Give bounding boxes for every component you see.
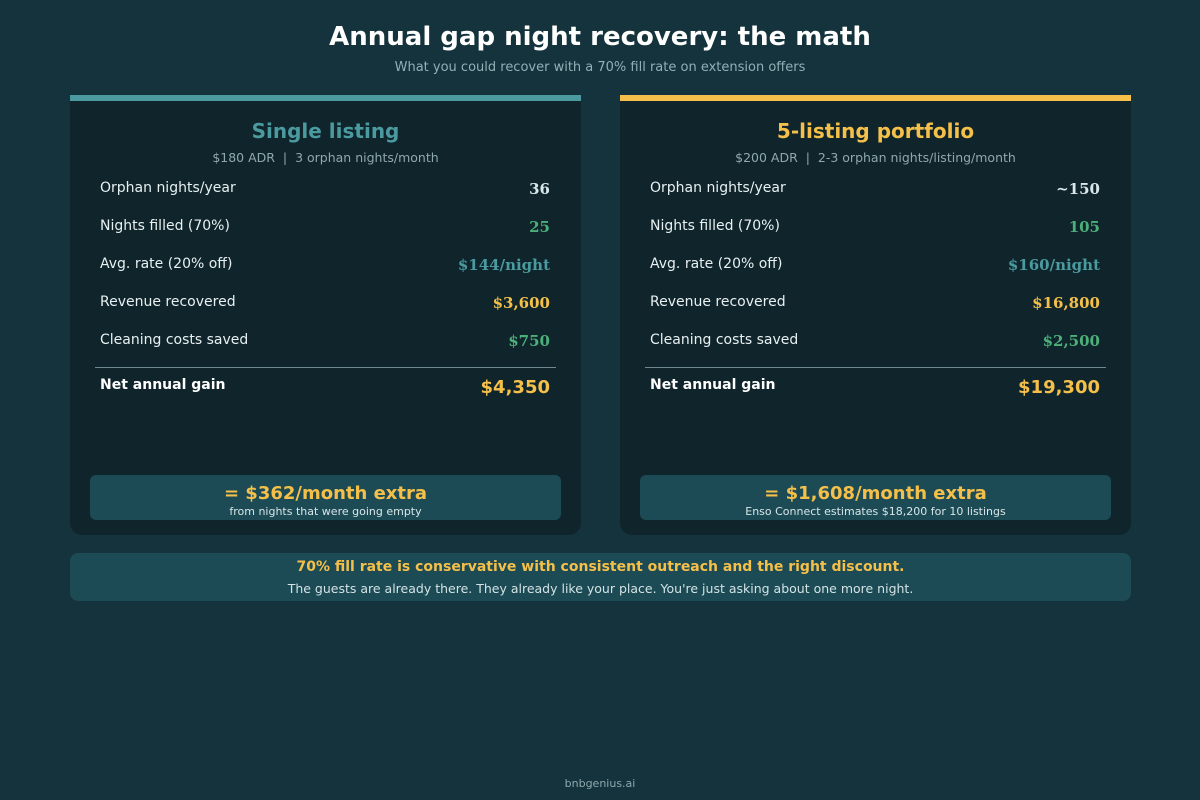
banner-headline: 70% fill rate is conservative with consi… (296, 559, 905, 575)
row-value: 25 (529, 218, 550, 236)
row-value: $750 (508, 332, 550, 350)
banner: 70% fill rate is conservative with consi… (70, 553, 1131, 601)
footer: bnbgenius.ai (564, 777, 636, 790)
summary-headline: = $362/month extra (223, 483, 428, 504)
row-value: $144/night (457, 256, 550, 274)
summary-headline: = $1,608/month extra (764, 483, 987, 504)
card: 5-listing portfolio $200 ADR | 2-3 orphan… (620, 95, 1131, 535)
row-label: Nights filled (70%) (100, 218, 230, 234)
row-label: Revenue recovered (100, 294, 236, 310)
summary-box: = $1,608/month extra Enso Connect estimat… (640, 475, 1111, 520)
banner-note: The guests are already there. They alrea… (287, 581, 914, 596)
row-label: Nights filled (70%) (650, 218, 780, 234)
row-label: Orphan nights/year (100, 180, 236, 196)
row-label: Cleaning costs saved (100, 332, 249, 348)
row-label: Avg. rate (20% off) (100, 256, 233, 272)
net-value: $19,300 (1018, 377, 1100, 398)
row-value: 105 (1068, 218, 1100, 236)
row-value: ~150 (1056, 180, 1100, 198)
net-label: Net annual gain (650, 377, 776, 393)
row-value: $3,600 (492, 294, 550, 312)
row-label: Avg. rate (20% off) (650, 256, 783, 272)
page-subtitle: What you could recover with a 70% fill r… (394, 60, 806, 75)
row-label: Revenue recovered (650, 294, 786, 310)
card-accent (70, 95, 581, 101)
card-subtitle: $200 ADR | 2-3 orphan nights/listing/mon… (735, 150, 1016, 165)
summary-box: = $362/month extra from nights that were … (90, 475, 561, 520)
summary-note: from nights that were going empty (229, 505, 422, 518)
net-value: $4,350 (480, 377, 550, 398)
divider (95, 367, 556, 368)
row-value: $160/night (1007, 256, 1100, 274)
row-value: $16,800 (1032, 294, 1100, 312)
summary-note: Enso Connect estimates $18,200 for 10 li… (745, 505, 1006, 518)
row-value: $2,500 (1042, 332, 1100, 350)
card-accent (620, 95, 1131, 101)
card-title: Single listing (251, 119, 400, 143)
row-label: Cleaning costs saved (650, 332, 799, 348)
row-value: 36 (529, 180, 550, 198)
net-label: Net annual gain (100, 377, 226, 393)
card-title: 5-listing portfolio (776, 119, 975, 143)
page-title: Annual gap night recovery: the math (329, 22, 871, 52)
card: Single listing $180 ADR | 3 orphan nights… (70, 95, 581, 535)
divider (645, 367, 1106, 368)
card-subtitle: $180 ADR | 3 orphan nights/month (212, 150, 439, 165)
row-label: Orphan nights/year (650, 180, 786, 196)
